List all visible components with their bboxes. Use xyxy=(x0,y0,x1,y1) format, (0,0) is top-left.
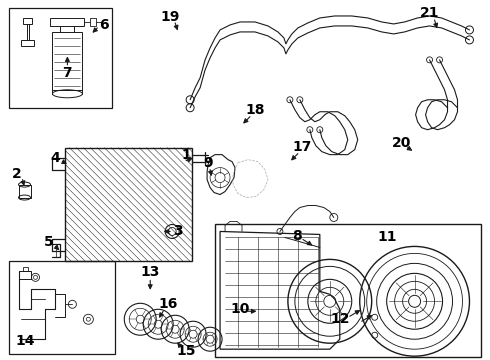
Text: 20: 20 xyxy=(392,136,411,150)
Text: 16: 16 xyxy=(158,297,178,311)
Text: 11: 11 xyxy=(378,230,397,244)
Bar xyxy=(50,18,84,26)
Bar xyxy=(21,40,34,46)
Bar xyxy=(23,18,32,24)
Bar xyxy=(215,225,482,357)
Bar xyxy=(66,148,192,261)
Text: 13: 13 xyxy=(141,265,160,279)
Bar xyxy=(52,32,82,90)
Bar xyxy=(8,261,115,354)
Text: 5: 5 xyxy=(44,235,53,249)
Text: 8: 8 xyxy=(292,229,302,243)
Text: 9: 9 xyxy=(203,156,213,170)
Text: 12: 12 xyxy=(330,312,349,326)
Text: 15: 15 xyxy=(176,344,196,358)
Text: 7: 7 xyxy=(63,66,72,80)
Text: 2: 2 xyxy=(12,167,22,181)
Bar xyxy=(19,185,30,198)
Text: 10: 10 xyxy=(230,302,250,316)
Text: 6: 6 xyxy=(99,18,109,32)
Text: 4: 4 xyxy=(50,150,60,165)
Bar xyxy=(8,8,112,108)
Bar xyxy=(23,267,27,271)
Text: 14: 14 xyxy=(16,334,35,348)
Text: 19: 19 xyxy=(161,10,180,24)
Text: 3: 3 xyxy=(173,224,183,238)
Text: 18: 18 xyxy=(245,103,265,117)
Text: 1: 1 xyxy=(181,148,191,162)
Text: 17: 17 xyxy=(292,140,312,154)
Text: 21: 21 xyxy=(420,6,440,20)
